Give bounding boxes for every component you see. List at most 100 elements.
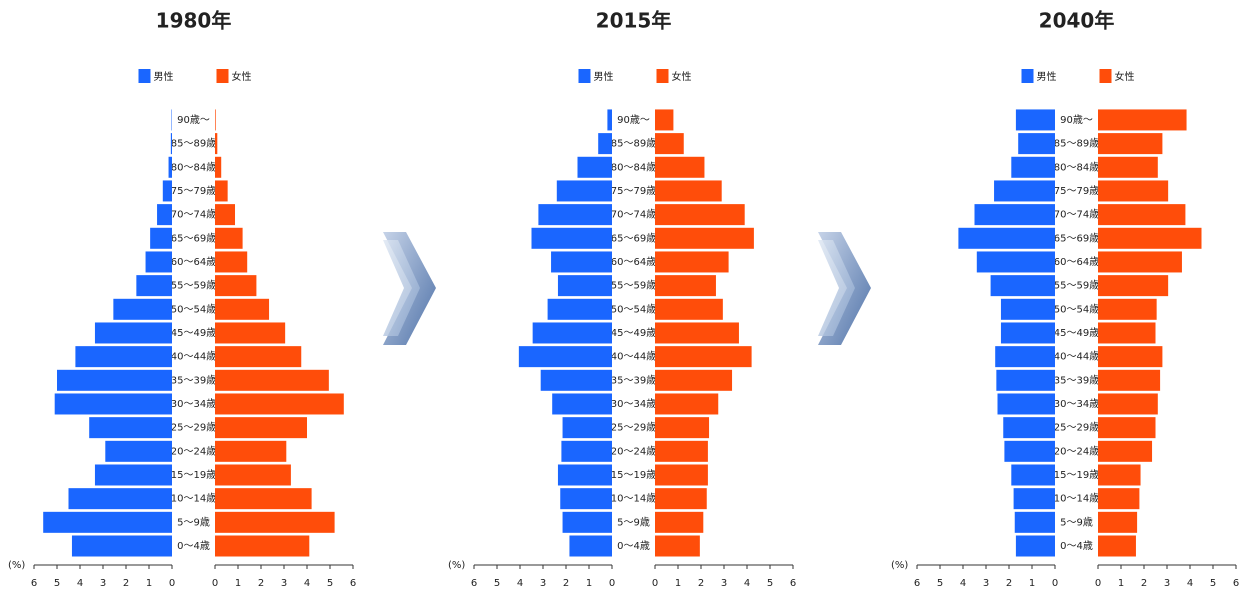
legend-label: 女性 [232,70,252,83]
category-label: 40〜44歳 [171,351,216,363]
category-label: 25〜29歳 [1054,422,1099,434]
bar [1098,275,1169,297]
bar [557,464,612,486]
bar [215,298,270,320]
bar [655,204,745,226]
category-label: 90歳〜 [1060,114,1093,126]
bar [994,180,1055,202]
category-label: 25〜29歳 [171,422,216,434]
bar [655,535,700,557]
x-tick-label: 4 [744,578,750,589]
x-tick-label: 4 [1187,578,1193,589]
bar [94,322,172,344]
bar [995,346,1055,368]
x-tick-label: 6 [350,578,356,589]
bar [68,488,172,510]
bar [655,464,708,486]
x-tick-label: 5 [937,578,943,589]
bar [655,511,704,533]
category-label: 40〜44歳 [1054,351,1099,363]
category-label: 0〜4歳 [617,540,650,552]
category-label: 0〜4歳 [1060,540,1093,552]
bar [655,346,752,368]
category-label: 70〜74歳 [1054,209,1099,221]
category-label: 55〜59歳 [611,280,656,292]
bar [655,227,754,249]
bar [1098,227,1202,249]
category-label: 65〜69歳 [1054,232,1099,244]
legend-swatch [656,69,669,83]
legend-label: 男性 [594,70,614,83]
bar [538,204,612,226]
category-label: 0〜4歳 [177,540,210,552]
legend-swatch [1021,69,1034,83]
bar [1015,535,1055,557]
category-label: 70〜74歳 [611,209,656,221]
x-tick-label: 3 [721,578,727,589]
category-label: 55〜59歳 [171,280,216,292]
x-tick-label: 1 [235,578,241,589]
bar [557,275,612,297]
bar [215,346,302,368]
category-label: 45〜49歳 [1054,327,1099,339]
x-tick-label: 5 [327,578,333,589]
category-label: 35〜39歳 [611,374,656,386]
category-label: 75〜79歳 [1054,185,1099,197]
bar [215,156,222,178]
bar [215,511,335,533]
bar [1013,488,1055,510]
bar [89,417,172,439]
bar [561,440,612,462]
x-tick-label: 2 [698,578,704,589]
x-tick-label: 3 [983,578,989,589]
bar [1098,393,1158,415]
bar [215,440,287,462]
category-label: 40〜44歳 [611,351,656,363]
bar [215,393,344,415]
category-label: 35〜39歳 [171,374,216,386]
category-label: 85〜89歳 [171,138,216,150]
bar [1098,369,1161,391]
bar [57,369,172,391]
category-label: 35〜39歳 [1054,374,1099,386]
legend-label: 女性 [1115,70,1135,83]
bar [136,275,172,297]
bar [655,417,710,439]
x-tick-label: 5 [494,578,500,589]
bar [215,417,307,439]
bar [540,369,612,391]
x-tick-label: 1 [586,578,592,589]
bar [75,346,172,368]
x-tick-label: 5 [767,578,773,589]
bar [1098,464,1141,486]
x-tick-label: 2 [1141,578,1147,589]
bar [1011,464,1055,486]
x-tick-label: 6 [31,578,37,589]
bar [215,464,291,486]
category-label: 80〜84歳 [611,161,656,173]
category-label: 20〜24歳 [611,445,656,457]
bar [974,204,1055,226]
x-tick-label: 6 [471,578,477,589]
bar [1004,440,1055,462]
x-tick-label: 6 [1233,578,1239,589]
axis-label: (%) [8,560,25,571]
bar [1098,346,1163,368]
x-tick-label: 5 [1210,578,1216,589]
x-tick-label: 3 [281,578,287,589]
bar [560,488,612,510]
chart-title: 2015年 [596,9,672,33]
bar [1098,298,1157,320]
legend-swatch [1099,69,1112,83]
bar [655,369,733,391]
x-tick-label: 5 [54,578,60,589]
bar [113,298,172,320]
bar [531,227,612,249]
x-tick-label: 0 [212,578,218,589]
category-label: 80〜84歳 [1054,161,1099,173]
category-label: 30〜34歳 [611,398,656,410]
bar [532,322,612,344]
x-tick-label: 4 [77,578,83,589]
x-tick-label: 6 [914,578,920,589]
